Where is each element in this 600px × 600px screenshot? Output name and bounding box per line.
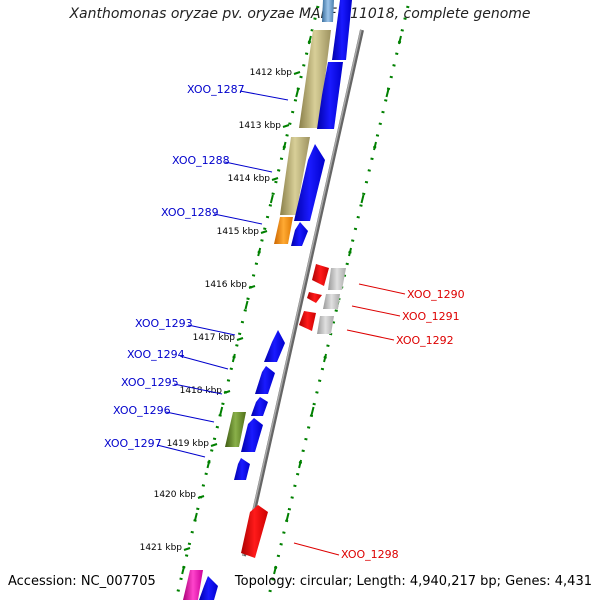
gene-label-xoo-1291[interactable]: XOO_1291 [402,310,460,323]
track-tick [193,512,198,522]
track-tick [298,459,303,469]
gene-feature [183,570,203,600]
track-tick [257,247,262,257]
gene-label-leader [213,213,263,225]
gene-label-xoo-1296[interactable]: XOO_1296 [113,404,171,417]
ruler-tick [260,230,268,234]
track-tick [310,406,315,416]
track-tick [323,353,328,363]
gene-feature [280,137,310,215]
gene-label-xoo-1292[interactable]: XOO_1292 [396,334,454,347]
track-tick [385,88,390,98]
gene-label-xoo-1298[interactable]: XOO_1298 [341,548,399,561]
gene-label-leader [173,383,223,395]
gene-feature [225,412,246,447]
gene-label-leader [156,444,206,458]
track-tick [282,141,287,151]
track-tick [244,300,249,310]
track-tick [373,141,377,151]
gene-label-leader [187,324,236,336]
ruler-tick [271,177,279,181]
track-tick [273,565,278,575]
ruler-tick [183,547,191,551]
ruler-tick-label: 1414 kbp [228,174,271,184]
gene-label-leader [239,90,289,101]
gene-label-xoo-1288[interactable]: XOO_1288 [172,154,230,167]
position-ruler: 1412 kbp 1413 kbp 1414 kbp 1415 kbp 1416 kbp… [140,68,301,553]
gene-arrow-xoo-1298 [241,505,268,558]
gene-label-xoo-1297[interactable]: XOO_1297 [104,437,162,450]
gene-arrow-xoo-1288 [294,144,325,221]
track-tick [285,512,290,522]
gene-arrow-xoo-1297 [234,458,250,480]
ruler-tick [223,390,231,394]
ruler-tick [248,285,256,289]
feature-track [183,0,352,600]
ruler-tick-label: 1412 kbp [250,68,293,78]
gene-label-leader [293,542,340,556]
ruler-tick-label: 1419 kbp [167,439,210,449]
ruler-tick-label: 1415 kbp [217,227,260,237]
gene-arrow [322,0,334,22]
track-tick [219,406,224,416]
gene-label-xoo-1290[interactable]: XOO_1290 [407,288,465,301]
gene-arrow [199,576,218,600]
ruler-tick-label: 1416 kbp [205,280,248,290]
genome-backbone [242,29,364,557]
map-title: Xanthomonas oryzae pv. oryzae MAFF 31101… [69,6,531,22]
ruler-tick-label: 1413 kbp [239,121,282,131]
gene-labels: XOO_1287 XOO_1288 XOO_1289 XOO_1293 XOO_1294… [104,83,465,561]
ruler-tick [236,337,244,341]
gene-label-xoo-1289[interactable]: XOO_1289 [161,206,219,219]
accession-label: Accession: NC_007705 [8,574,156,589]
track-ticks [181,35,402,575]
ruler-tick-label: 1421 kbp [140,543,183,553]
gene-label-leader [179,355,229,370]
track-tick [181,565,186,575]
gene-arrow-xoo-1291b [323,294,340,309]
ruler-tick-label: 1417 kbp [193,333,236,343]
track-tick [360,194,365,204]
ruler-tick [210,443,218,447]
gene-arrow-xoo-1295 [251,397,268,416]
gene-arrow-xoo-1294 [255,366,275,394]
track-tick [348,247,352,257]
gene-label-xoo-1294[interactable]: XOO_1294 [127,348,185,361]
gene-label-leader [358,283,406,295]
gene-feature [299,30,331,128]
ruler-tick-label: 1420 kbp [154,490,197,500]
gene-label-leader [346,329,395,341]
gene-arrow-xoo-1292a [299,311,316,331]
ruler-tick [293,71,301,75]
gene-label-xoo-1293[interactable]: XOO_1293 [135,317,193,330]
ruler-tick [282,124,290,128]
track-tick [269,194,274,204]
gene-arrow-xoo-1290b [328,268,346,290]
gene-label-xoo-1295[interactable]: XOO_1295 [121,376,179,389]
ruler-tick [197,495,205,499]
gene-label-leader [165,411,215,423]
track-tick [307,35,312,45]
gene-feature [274,217,293,244]
gene-arrow-xoo-1290a [312,264,329,286]
gene-arrow-xoo-1289 [291,222,308,246]
track-tick [231,353,236,363]
gene-label-leader [224,161,273,173]
gene-arrow [332,0,352,60]
gene-label-xoo-1287[interactable]: XOO_1287 [187,83,245,96]
track-tick [295,88,300,98]
gene-arrow-xoo-1296 [241,418,263,452]
gene-arrow-xoo-1287 [317,62,343,129]
track-tick [206,459,211,469]
gene-label-leader [351,305,401,317]
gene-arrow-xoo-1293 [264,330,285,362]
gene-arrow-xoo-1291a [307,292,322,303]
ruler-tick-label: 1418 kbp [180,386,223,396]
genome-summary: Topology: circular; Length: 4,940,217 bp… [234,574,592,589]
gene-arrow-xoo-1292b [317,316,334,334]
track-tick [398,35,402,45]
